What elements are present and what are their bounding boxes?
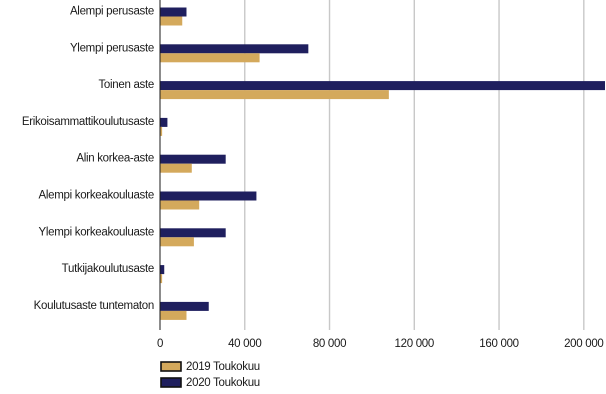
x-tick-label-3: 120 000 — [395, 338, 434, 350]
legend-swatch-0 — [160, 361, 182, 372]
bar-2019-6 — [160, 237, 194, 247]
bar-2019-4 — [160, 163, 192, 173]
x-tick-label-4: 160 000 — [479, 338, 518, 350]
bar-2020-4 — [160, 154, 226, 164]
bar-2019-7 — [160, 274, 163, 284]
grid-lines — [244, 0, 585, 330]
legend: 2019 Toukokuu 2020 Toukokuu — [160, 361, 260, 389]
x-tick-label-2: 80 000 — [313, 338, 346, 350]
bar-2019-8 — [160, 310, 187, 320]
bar-2020-5 — [160, 191, 257, 201]
bar-2019-2 — [160, 90, 389, 100]
category-label-8: Koulutusaste tuntematon — [34, 300, 154, 312]
x-tick-label-0: 0 — [157, 338, 163, 350]
bar-2020-3 — [160, 117, 168, 127]
bar-2020-6 — [160, 228, 226, 238]
bars — [159, 0, 605, 330]
category-label-6: Ylempi korkeakouluaste — [39, 226, 155, 238]
category-label-2: Toinen aste — [98, 79, 154, 91]
bar-2020-8 — [160, 301, 209, 311]
bar-2020-0 — [160, 7, 187, 17]
x-tick-label-1: 40 000 — [228, 338, 261, 350]
category-label-5: Alempi korkeakouluaste — [39, 190, 155, 202]
category-labels: Alempi perusaste Ylempi perusaste Toinen a… — [22, 6, 154, 312]
bar-2020-7 — [160, 265, 165, 275]
bar-2019-0 — [160, 16, 183, 26]
category-label-1: Ylempi perusaste — [70, 42, 154, 54]
bar-2020-2 — [160, 81, 605, 91]
category-label-7: Tutkijakoulutusaste — [62, 263, 154, 275]
x-axis-tick-labels: 0 40 000 80 000 120 000 160 000 200 000 — [157, 338, 604, 350]
category-label-3: Erikoisammattikoulutusaste — [22, 116, 154, 128]
bar-2019-1 — [160, 53, 260, 63]
x-tick-label-5: 200 000 — [564, 338, 603, 350]
legend-label-0: 2019 Toukokuu — [186, 361, 260, 373]
bar-2019-5 — [160, 200, 200, 210]
bar-2020-1 — [160, 44, 309, 54]
bar-2019-3 — [160, 126, 163, 136]
category-label-0: Alempi perusaste — [70, 6, 154, 18]
legend-swatch-1 — [160, 377, 182, 388]
legend-label-1: 2020 Toukokuu — [186, 377, 260, 389]
category-label-4: Alin korkea-aste — [76, 153, 154, 165]
